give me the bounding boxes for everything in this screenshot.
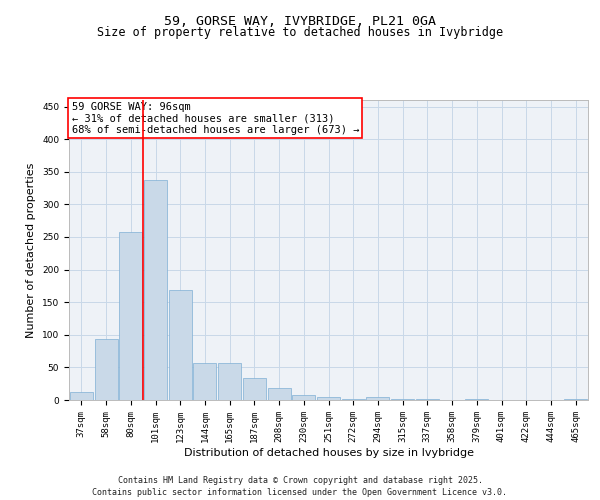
Text: Contains public sector information licensed under the Open Government Licence v3: Contains public sector information licen… [92,488,508,497]
Bar [243,378,266,400]
Bar [119,232,142,400]
Bar [342,398,365,400]
Bar [144,180,167,400]
Text: Size of property relative to detached houses in Ivybridge: Size of property relative to detached ho… [97,26,503,39]
Text: 59, GORSE WAY, IVYBRIDGE, PL21 0GA: 59, GORSE WAY, IVYBRIDGE, PL21 0GA [164,15,436,28]
Bar [95,340,118,400]
Bar [268,388,290,400]
Bar [367,398,389,400]
Bar [193,363,217,400]
Text: Contains HM Land Registry data © Crown copyright and database right 2025.: Contains HM Land Registry data © Crown c… [118,476,482,485]
Bar [70,392,93,400]
Bar [292,395,315,400]
Bar [169,290,192,400]
Bar [218,363,241,400]
X-axis label: Distribution of detached houses by size in Ivybridge: Distribution of detached houses by size … [184,448,473,458]
Y-axis label: Number of detached properties: Number of detached properties [26,162,37,338]
Bar [317,396,340,400]
Bar [391,398,414,400]
Text: 59 GORSE WAY: 96sqm
← 31% of detached houses are smaller (313)
68% of semi-detac: 59 GORSE WAY: 96sqm ← 31% of detached ho… [71,102,359,134]
